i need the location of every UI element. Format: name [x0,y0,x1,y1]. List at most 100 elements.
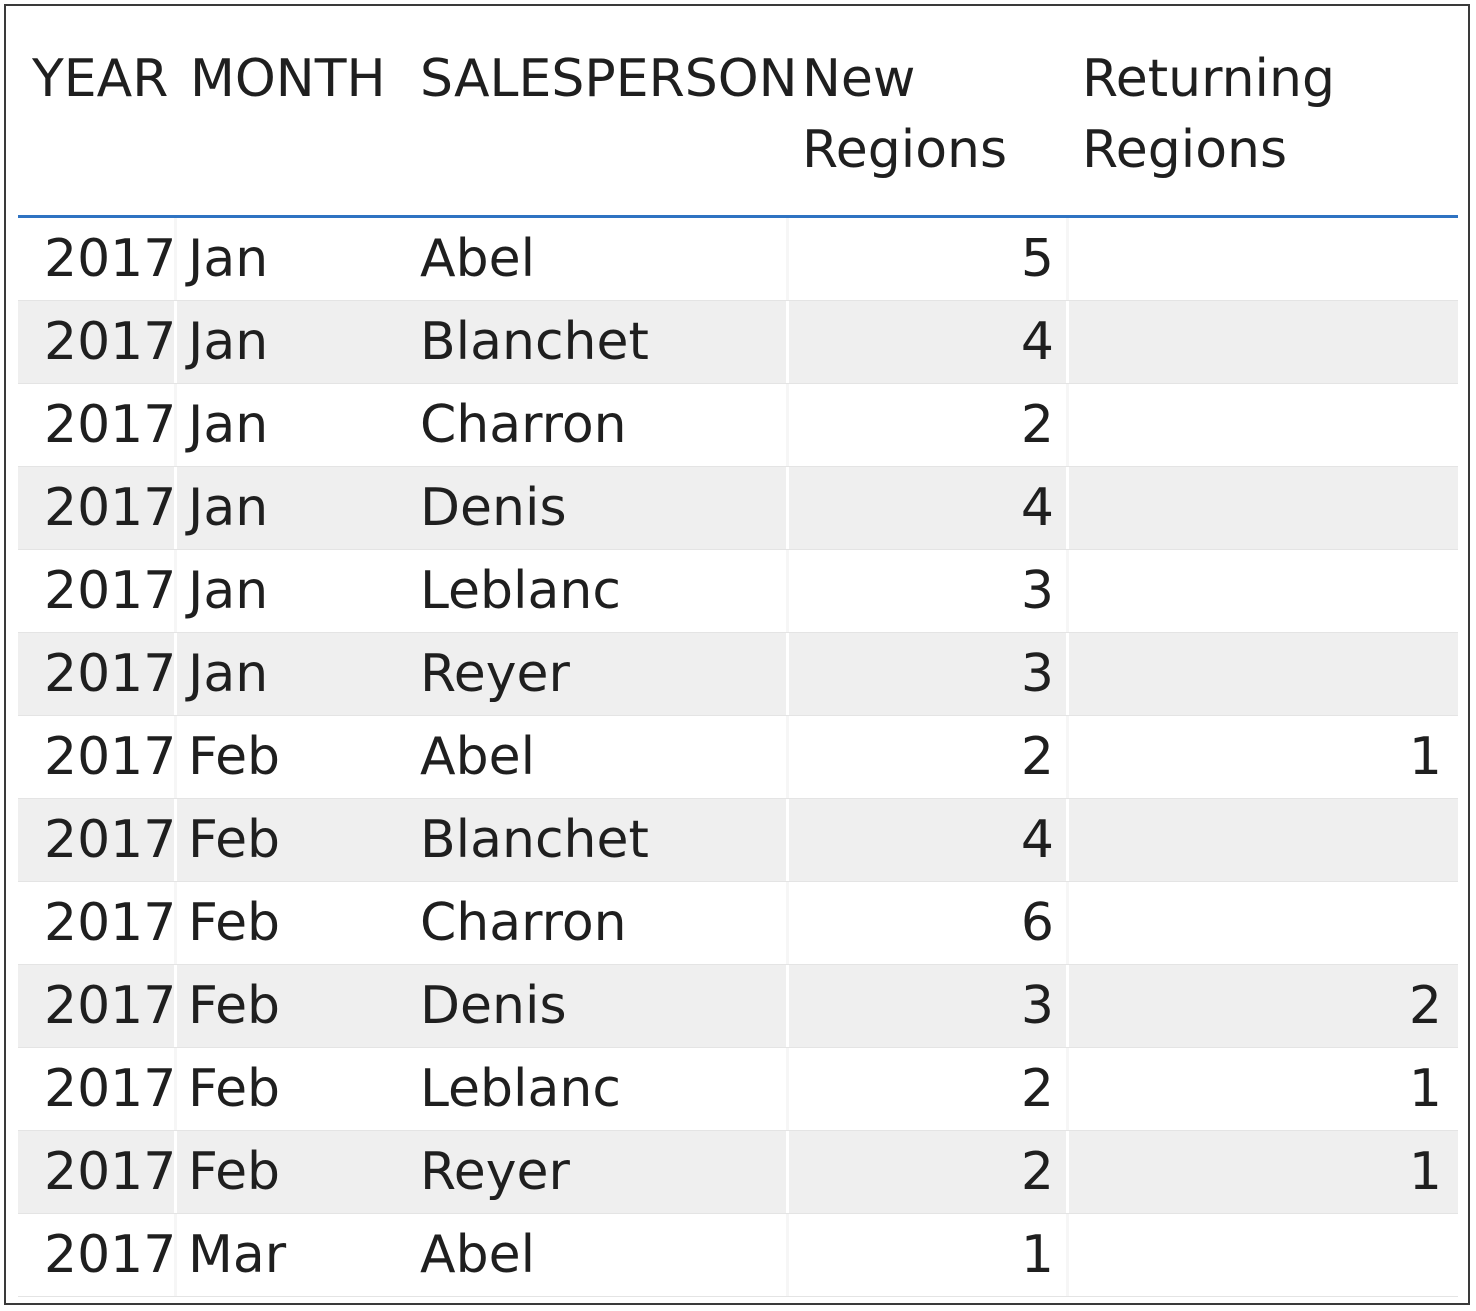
cell-year: 2017 [44,561,177,621]
column-separator [786,218,789,300]
cell-month: Feb [188,893,281,953]
table-row[interactable]: 2017 Jan Charron 2 [18,384,1458,467]
cell-returning-regions: 1 [1408,1059,1442,1119]
table-row[interactable]: 2017 Feb Abel 2 1 [18,716,1458,799]
cell-month: Jan [188,395,269,455]
table-visual: YEAR MONTH SALESPERSON New Regions Retur… [18,36,1458,1297]
column-separator [786,384,789,466]
cell-returning-regions: 1 [1408,1142,1442,1202]
table-row[interactable]: 2017 Mar Abel 1 [18,1214,1458,1297]
column-separator [174,301,177,383]
column-separator [1066,1048,1069,1130]
column-separator [1066,1131,1069,1213]
table-row[interactable]: 2017 Jan Denis 4 [18,467,1458,550]
cell-new-regions: 2 [1020,727,1054,787]
column-separator [1066,550,1069,632]
table-row[interactable]: 2017 Feb Charron 6 [18,882,1458,965]
cell-returning-regions: 1 [1408,727,1442,787]
cell-new-regions: 3 [1020,644,1054,704]
cell-salesperson: Leblanc [420,1059,621,1119]
column-separator [174,550,177,632]
column-separator [786,882,789,964]
column-separator [786,1131,789,1213]
cell-year: 2017 [44,229,177,289]
cell-salesperson: Denis [420,478,567,538]
cell-new-regions: 2 [1020,395,1054,455]
column-separator [174,716,177,798]
table-row[interactable]: 2017 Jan Leblanc 3 [18,550,1458,633]
cell-month: Jan [188,561,269,621]
cell-year: 2017 [44,395,177,455]
column-separator [786,467,789,549]
cell-month: Jan [188,312,269,372]
cell-year: 2017 [44,312,177,372]
cell-salesperson: Abel [420,229,536,289]
column-separator [174,384,177,466]
cell-month: Jan [188,229,269,289]
cell-month: Feb [188,976,281,1036]
cell-returning-regions: 2 [1408,976,1442,1036]
column-header-salesperson[interactable]: SALESPERSON [420,49,798,109]
cell-month: Jan [188,478,269,538]
cell-new-regions: 1 [1020,1225,1054,1285]
table-row[interactable]: 2017 Feb Blanchet 4 [18,799,1458,882]
cell-new-regions: 6 [1020,893,1054,953]
column-separator [786,799,789,881]
cell-salesperson: Blanchet [420,810,649,870]
cell-new-regions: 3 [1020,561,1054,621]
column-separator [174,965,177,1047]
column-separator [174,1048,177,1130]
table-row[interactable]: 2017 Jan Abel 5 [18,218,1458,301]
column-separator [786,965,789,1047]
table-visual-frame: YEAR MONTH SALESPERSON New Regions Retur… [4,4,1470,1305]
column-header-year[interactable]: YEAR [32,49,169,109]
cell-year: 2017 [44,1059,177,1119]
cell-year: 2017 [44,1142,177,1202]
cell-year: 2017 [44,893,177,953]
cell-salesperson: Reyer [420,644,570,704]
cell-new-regions: 4 [1020,478,1054,538]
cell-month: Feb [188,810,281,870]
cell-year: 2017 [44,644,177,704]
column-header-returning-regions[interactable]: Returning Regions [1082,49,1335,180]
column-separator [174,1131,177,1213]
cell-salesperson: Abel [420,727,536,787]
cell-salesperson: Denis [420,976,567,1036]
column-separator [1066,218,1069,300]
table-row[interactable]: 2017 Jan Reyer 3 [18,633,1458,716]
cell-year: 2017 [44,727,177,787]
cell-year: 2017 [44,478,177,538]
column-separator [1066,1214,1069,1296]
table-row[interactable]: 2017 Feb Reyer 2 1 [18,1131,1458,1214]
cell-month: Feb [188,1142,281,1202]
column-separator [1066,965,1069,1047]
cell-new-regions: 2 [1020,1059,1054,1119]
cell-salesperson: Abel [420,1225,536,1285]
cell-month: Mar [188,1225,287,1285]
column-separator [786,1048,789,1130]
column-header-new-regions[interactable]: New Regions [802,49,1008,180]
table-row[interactable]: 2017 Feb Leblanc 2 1 [18,1048,1458,1131]
column-separator [1066,384,1069,466]
cell-salesperson: Leblanc [420,561,621,621]
column-separator [174,467,177,549]
cell-salesperson: Charron [420,893,627,953]
column-separator [1066,633,1069,715]
column-header-month[interactable]: MONTH [190,49,386,109]
cell-new-regions: 4 [1020,810,1054,870]
column-separator [1066,882,1069,964]
column-separator [786,1214,789,1296]
column-separator [1066,467,1069,549]
column-separator [174,799,177,881]
column-separator [786,716,789,798]
column-separator [174,218,177,300]
table-body: 2017 Jan Abel 5 2017 Jan Blanchet 4 2017 Jan Charr… [18,218,1458,1297]
column-separator [1066,799,1069,881]
column-separator [786,633,789,715]
column-separator [174,882,177,964]
column-separator [786,550,789,632]
column-separator [174,1214,177,1296]
cell-year: 2017 [44,1225,177,1285]
table-row[interactable]: 2017 Jan Blanchet 4 [18,301,1458,384]
table-row[interactable]: 2017 Feb Denis 3 2 [18,965,1458,1048]
